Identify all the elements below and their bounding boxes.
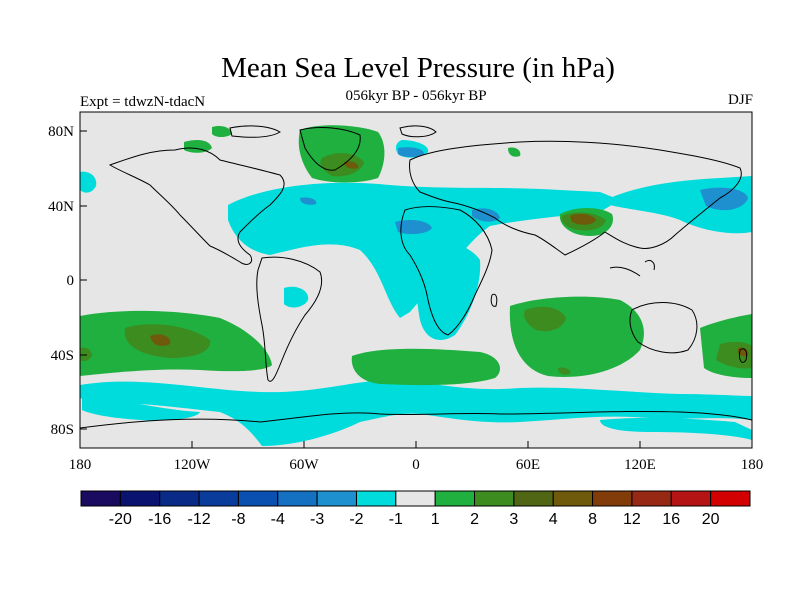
colorbar-swatch (355, 490, 397, 507)
colorbar-swatch (198, 490, 239, 507)
colorbar-label: -12 (187, 511, 210, 528)
colorbar-swatch (592, 490, 633, 507)
colorbar (80, 490, 751, 507)
colorbar-swatch (552, 490, 594, 507)
lat-label: 80N (48, 124, 74, 140)
colorbar-swatch (670, 490, 712, 507)
colorbar-label: -1 (389, 511, 403, 528)
coastlines (80, 125, 752, 429)
lon-label: 60W (289, 457, 319, 473)
colorbar-label: 12 (623, 511, 641, 528)
longitude-labels: 180 120W 60W 0 60E 120E 180 (69, 457, 764, 473)
colorbar-label: -16 (148, 511, 171, 528)
colorbar-label: 20 (702, 511, 720, 528)
lat-label: 80S (51, 422, 74, 438)
colorbar-swatch (631, 490, 672, 507)
latitude-labels: 80N 40N 0 40S 80S (48, 124, 74, 438)
colorbar-swatch (710, 490, 751, 507)
colorbar-swatch (474, 490, 515, 507)
colorbar-swatch (513, 490, 554, 507)
colorbar-label: 2 (470, 511, 479, 528)
map-title: Mean Sea Level Pressure (in hPa) (221, 52, 615, 84)
lat-label: 40S (51, 348, 74, 364)
colorbar-label: -20 (109, 511, 132, 528)
colorbar-labels: -20 -16 -12 -8 -4 -3 -2 -1 1 2 3 4 8 12 16 20 (109, 511, 720, 528)
pressure-field (80, 112, 752, 448)
lon-label: 120W (174, 457, 212, 473)
strongest-positive-regions (150, 161, 749, 357)
lon-label: 180 (741, 457, 764, 473)
colorbar-label: 1 (431, 511, 440, 528)
strong-negative-regions (300, 147, 748, 235)
colorbar-swatch (434, 490, 476, 507)
colorbar-swatch (159, 490, 200, 507)
colorbar-label: -2 (349, 511, 363, 528)
colorbar-swatch (395, 490, 436, 507)
colorbar-label: -4 (271, 511, 285, 528)
colorbar-label: 4 (549, 511, 558, 528)
colorbar-swatch (316, 490, 357, 507)
season-label: DJF (727, 92, 753, 108)
colorbar-swatch (277, 490, 318, 507)
axis-ticks (79, 130, 753, 448)
experiment-label: Expt = tdwzN-tdacN (80, 94, 206, 110)
colorbar-swatch (80, 490, 121, 507)
colorbar-label: -8 (231, 511, 245, 528)
lon-label: 120E (624, 457, 656, 473)
negative-anomaly-regions (80, 140, 752, 446)
colorbar-swatch (119, 490, 161, 507)
lat-label: 0 (67, 273, 75, 289)
lon-label: 180 (69, 457, 92, 473)
colorbar-label: 8 (588, 511, 597, 528)
period-label: 056kyr BP - 056kyr BP (345, 88, 487, 104)
lat-label: 40N (48, 199, 74, 215)
colorbar-label: -3 (310, 511, 324, 528)
colorbar-label: 16 (662, 511, 680, 528)
lon-label: 0 (412, 457, 420, 473)
lon-label: 60E (516, 457, 540, 473)
colorbar-label: 3 (509, 511, 518, 528)
colorbar-swatch (237, 490, 279, 507)
